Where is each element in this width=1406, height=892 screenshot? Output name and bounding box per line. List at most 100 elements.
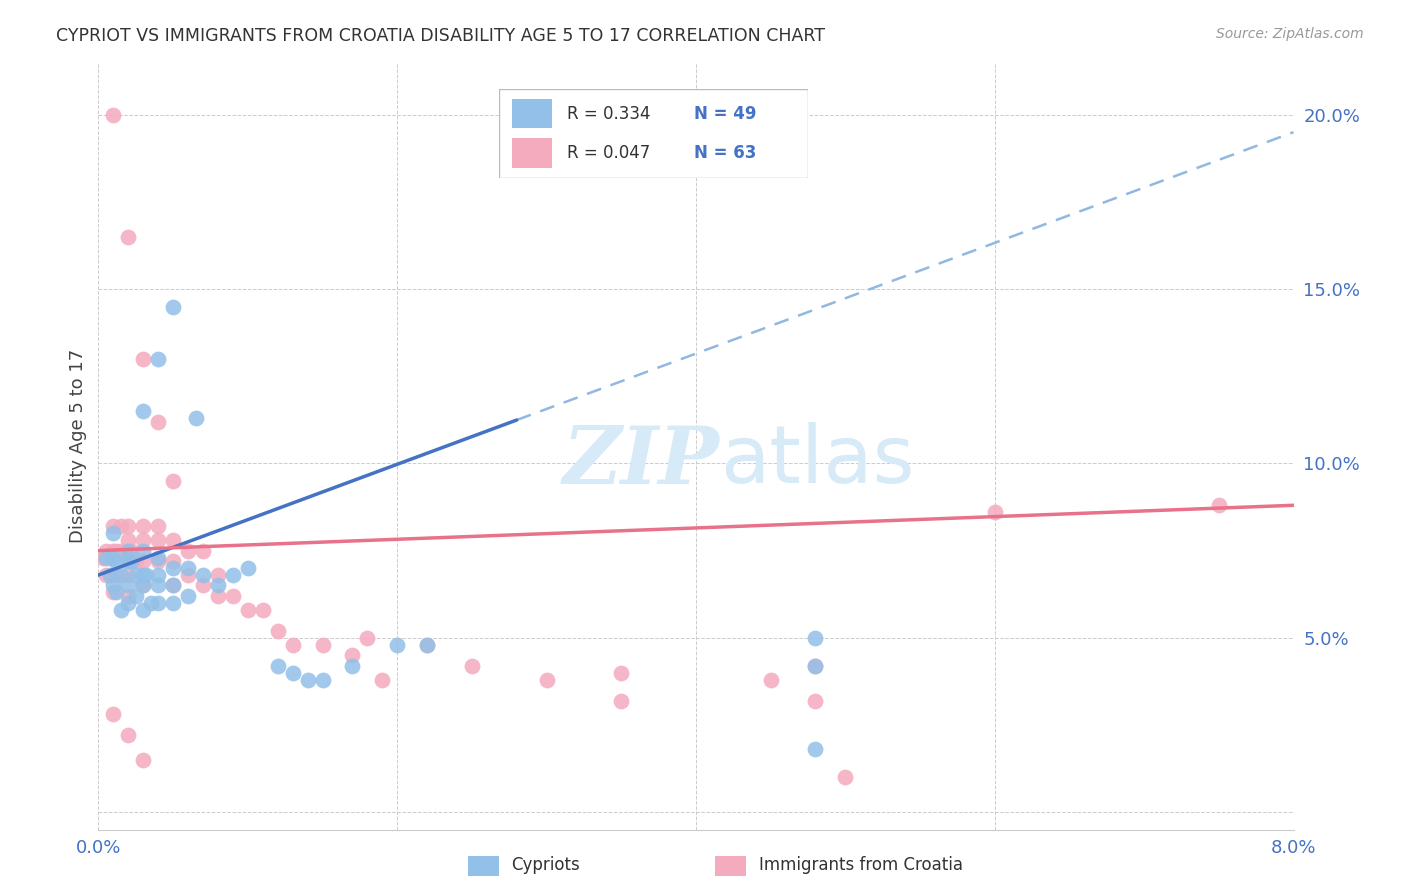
Point <box>120 543 142 558</box>
Point <box>117 543 139 558</box>
Point <box>132 533 155 548</box>
Point <box>804 693 827 707</box>
Point <box>281 665 304 680</box>
Point <box>371 673 394 687</box>
Point <box>252 603 274 617</box>
Point <box>91 550 114 565</box>
Point <box>610 693 633 707</box>
Point <box>356 631 378 645</box>
Point <box>132 554 155 568</box>
Bar <box>512 138 551 168</box>
Point <box>177 561 200 575</box>
Point <box>804 658 827 673</box>
Point <box>103 526 125 541</box>
Point <box>311 638 333 652</box>
Point <box>148 550 170 565</box>
Point <box>148 519 170 533</box>
Bar <box>716 856 747 876</box>
Point <box>162 533 184 548</box>
Point <box>281 638 304 652</box>
Text: atlas: atlas <box>720 422 914 500</box>
Point <box>267 658 290 673</box>
Point <box>416 638 439 652</box>
Point <box>117 554 139 568</box>
Point <box>132 519 155 533</box>
Point <box>117 554 139 568</box>
Point <box>148 596 170 610</box>
Point <box>162 554 184 568</box>
Point <box>236 603 259 617</box>
Point <box>125 589 148 603</box>
Point <box>222 589 245 603</box>
Point <box>804 631 827 645</box>
Point <box>461 658 484 673</box>
Point <box>132 603 155 617</box>
FancyBboxPatch shape <box>499 89 808 178</box>
Point <box>103 543 125 558</box>
Point <box>139 596 162 610</box>
Point <box>135 568 157 582</box>
Point <box>610 665 633 680</box>
Text: R = 0.334: R = 0.334 <box>567 105 651 123</box>
Point <box>125 568 148 582</box>
Point <box>103 568 125 582</box>
Point <box>117 578 139 592</box>
Point <box>103 108 125 122</box>
Point <box>759 673 782 687</box>
Point <box>125 554 148 568</box>
Point <box>117 533 139 548</box>
Text: ZIP: ZIP <box>562 423 720 500</box>
Point <box>110 543 132 558</box>
Point <box>132 578 155 592</box>
Point <box>132 543 155 558</box>
Point <box>1208 498 1230 512</box>
Point <box>162 300 184 314</box>
Point <box>162 474 184 488</box>
Point <box>132 753 155 767</box>
Text: N = 49: N = 49 <box>695 105 756 123</box>
Point <box>94 568 117 582</box>
Y-axis label: Disability Age 5 to 17: Disability Age 5 to 17 <box>69 349 87 543</box>
Text: Immigrants from Croatia: Immigrants from Croatia <box>759 856 963 874</box>
Point <box>105 543 128 558</box>
Point <box>117 519 139 533</box>
Point <box>342 658 364 673</box>
Text: N = 63: N = 63 <box>695 145 756 162</box>
Point <box>148 351 170 366</box>
Point <box>297 673 319 687</box>
Point <box>177 543 200 558</box>
Point <box>105 568 128 582</box>
Bar <box>512 99 551 128</box>
Point <box>103 550 125 565</box>
Point <box>148 568 170 582</box>
Point <box>191 543 214 558</box>
Point <box>177 589 200 603</box>
Point <box>236 561 259 575</box>
Point <box>117 728 139 742</box>
Bar <box>468 856 499 876</box>
Point <box>148 415 170 429</box>
Point <box>117 568 139 582</box>
Point <box>207 589 229 603</box>
Point <box>184 411 207 425</box>
Point <box>98 568 122 582</box>
Point <box>132 351 155 366</box>
Text: R = 0.047: R = 0.047 <box>567 145 651 162</box>
Point <box>94 543 117 558</box>
Point <box>222 568 245 582</box>
Point <box>984 505 1007 519</box>
Point <box>103 585 125 599</box>
Point <box>207 578 229 592</box>
Point <box>207 568 229 582</box>
Point <box>162 561 184 575</box>
Point <box>311 673 333 687</box>
Point <box>117 596 139 610</box>
Point <box>267 624 290 638</box>
Point <box>103 578 125 592</box>
Point <box>191 578 214 592</box>
Point <box>105 585 128 599</box>
Point <box>191 568 214 582</box>
Point <box>177 568 200 582</box>
Point <box>132 404 155 418</box>
Point <box>103 707 125 722</box>
